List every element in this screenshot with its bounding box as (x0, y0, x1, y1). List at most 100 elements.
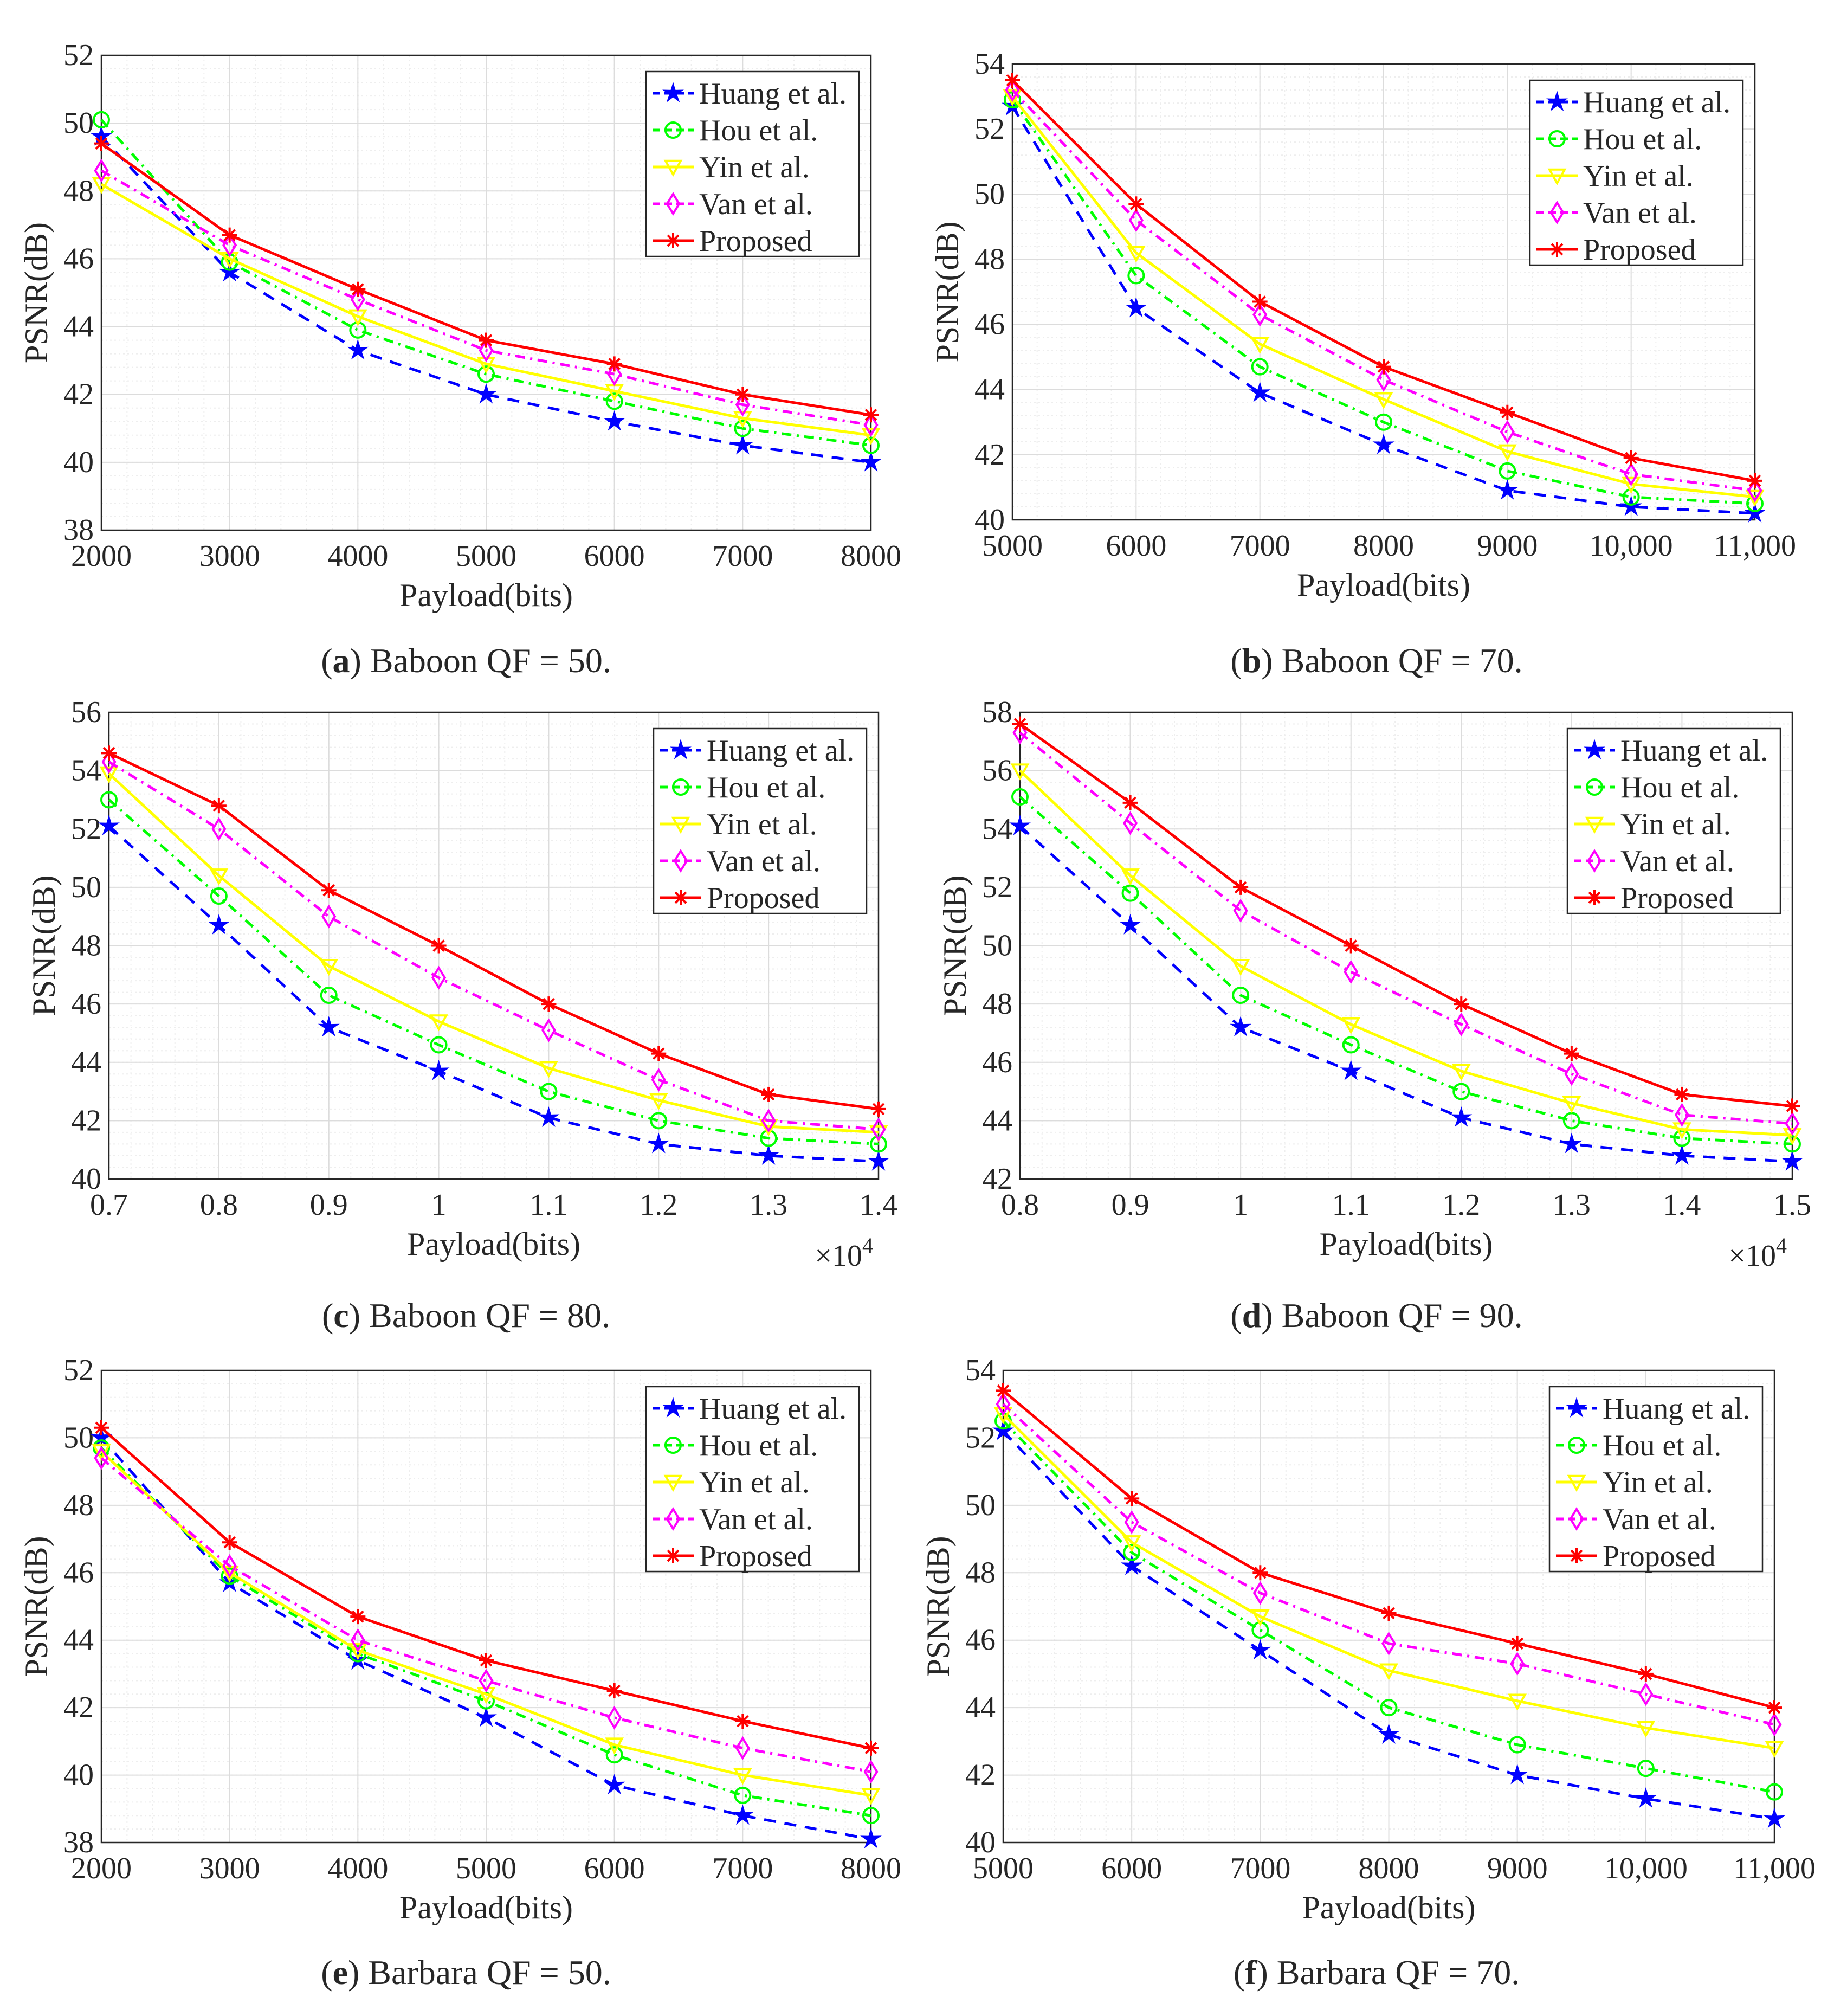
data-point (1005, 78, 1020, 102)
asterisk-stroke (1383, 1607, 1395, 1620)
data-point (1562, 1112, 1580, 1130)
data-point (1747, 473, 1762, 488)
series-line (108, 772, 879, 1134)
data-point (222, 1535, 237, 1550)
legend-marker (672, 778, 689, 796)
caption-text: Baboon QF = 80. (360, 1296, 610, 1335)
legend-marker (662, 82, 684, 103)
data-point (1767, 1700, 1782, 1716)
x-tick-label: 6000 (1101, 1852, 1162, 1885)
data-point (1637, 1760, 1655, 1777)
x-tick-label: 2000 (71, 539, 132, 573)
data-point (1765, 1741, 1784, 1758)
series-line (1019, 769, 1793, 1137)
legend-box (1566, 727, 1781, 914)
data-point (430, 1036, 448, 1054)
legend-label: Proposed (1603, 1540, 1715, 1573)
data-point (1376, 359, 1391, 375)
x-tick-label: 7000 (1230, 529, 1290, 563)
data-point (860, 450, 882, 472)
legend-label: Hou et al. (1603, 1429, 1721, 1463)
data-point (1508, 1736, 1526, 1754)
y-tick-label: 46 (63, 242, 94, 275)
data-point (651, 1046, 667, 1061)
caption-open-paren: ( (321, 641, 332, 680)
asterisk-stroke (1511, 1637, 1523, 1650)
data-point (476, 357, 496, 374)
legend-marker (1569, 1506, 1584, 1531)
caption-close-paren: ) (1256, 1953, 1268, 1992)
legend-label: Proposed (699, 224, 812, 258)
legend-label: Yin et al. (1603, 1466, 1713, 1499)
legend-label: Yin et al. (699, 1466, 810, 1499)
data-point (732, 1804, 754, 1825)
chart-panel-f: 40 42 44 46 48 50 52 54 5000 6000 7000 8000 9000 10,0… (920, 1354, 1816, 1992)
data-point (1454, 1012, 1469, 1036)
data-point (1500, 404, 1515, 420)
y-tick-label: 48 (974, 242, 1005, 276)
series-line (1002, 1413, 1775, 1750)
data-point (1379, 1663, 1398, 1680)
asterisk-stroke (1125, 1492, 1138, 1505)
data-point (1764, 1807, 1785, 1828)
y-tick-label: 52 (71, 812, 101, 846)
asterisk-stroke (1625, 452, 1637, 465)
y-tick-label: 46 (965, 1624, 996, 1657)
x-axis-multiplier: ×104 (815, 1233, 873, 1273)
data-point (1674, 1086, 1690, 1102)
asterisk-stroke (1748, 474, 1761, 487)
legend-marker (664, 1437, 682, 1454)
legend: Huang et al.Hou et al.Yin et al. Van et a… (645, 1386, 860, 1573)
data-point (1344, 959, 1359, 984)
data-point (758, 1144, 780, 1165)
legend-label: Van et al. (1603, 1503, 1716, 1536)
data-point (860, 1827, 882, 1848)
legend-label: Van et al. (699, 188, 813, 221)
data-point (1340, 1059, 1362, 1080)
data-point (211, 817, 227, 841)
x-axis-label: Payload(bits) (399, 1890, 573, 1925)
x-tick-label: 4000 (327, 1852, 388, 1885)
legend-marker (1587, 890, 1602, 905)
data-point (1564, 1046, 1579, 1061)
asterisk-stroke (864, 1742, 877, 1755)
legend-label: Hou et al. (699, 1429, 818, 1463)
caption-text: Barbara QF = 50. (359, 1953, 611, 1992)
legend-label: Van et al. (699, 1503, 813, 1536)
data-point (607, 1705, 622, 1730)
x-axis-label: Payload(bits) (1302, 1890, 1476, 1925)
caption-close-paren: ) (348, 1953, 359, 1992)
legend-marker (1585, 816, 1604, 834)
series-van (101, 750, 886, 1142)
data-point (1009, 814, 1031, 835)
x-tick-label: 1.4 (1663, 1188, 1701, 1222)
x-tick-label: 3000 (199, 1852, 260, 1885)
data-point (868, 1150, 889, 1171)
asterisk-stroke (212, 799, 225, 812)
x-tick-label: 7000 (712, 1852, 773, 1885)
y-axis-label: PSNR(dB) (937, 875, 973, 1016)
data-point (1767, 1712, 1782, 1737)
data-point (350, 1628, 365, 1652)
data-point (1230, 1016, 1252, 1037)
data-point (94, 1420, 109, 1435)
data-point (1343, 938, 1359, 954)
asterisk-stroke (872, 1103, 885, 1116)
data-point (1784, 1135, 1801, 1153)
data-point (1373, 433, 1394, 454)
data-point (735, 392, 750, 417)
x-tick-label: 3000 (199, 539, 260, 573)
caption-open-paren: ( (1234, 1953, 1245, 1992)
data-point (735, 1736, 750, 1760)
y-tick-label: 42 (982, 1162, 1012, 1196)
data-point (479, 1653, 494, 1669)
chart-caption: (a) Baboon QF = 50. (321, 641, 611, 680)
legend-label: Hou et al. (699, 114, 818, 147)
data-point (429, 1014, 448, 1032)
data-point (996, 1392, 1011, 1416)
asterisk-stroke (480, 334, 493, 346)
data-point (101, 745, 117, 761)
data-point (1123, 811, 1138, 835)
x-tick-label: 6000 (1106, 529, 1166, 563)
